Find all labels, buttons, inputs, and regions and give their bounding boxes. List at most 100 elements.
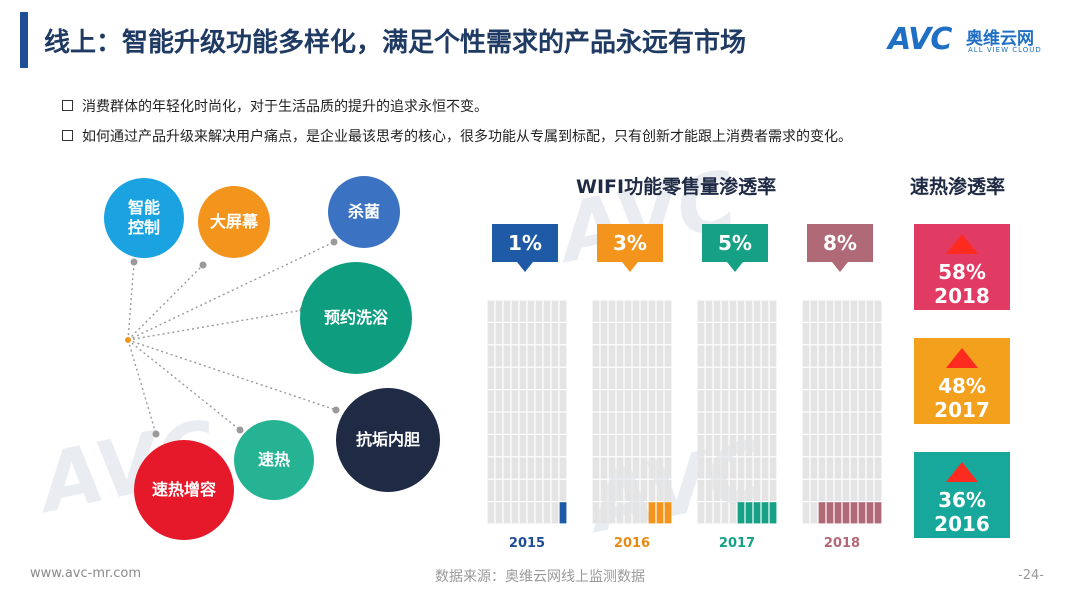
waffle-cell-empty [810,435,818,457]
waffle-cell-empty [664,345,672,367]
waffle-cell-empty [721,345,729,367]
waffle-cell-empty [543,435,551,457]
waffle-cell-empty [769,300,777,322]
waffle-cell-empty [632,412,640,434]
waffle-cell-empty [866,367,874,389]
waffle-cell-empty [713,502,721,524]
waffle-cell-empty [632,435,640,457]
waffle-cell-empty [802,435,810,457]
up-triangle-icon [946,462,978,482]
waffle-cell-empty [737,367,745,389]
waffle-cell-empty [608,300,616,322]
waffle-cell-empty [632,345,640,367]
waffle-cell-empty [503,345,511,367]
waffle-cell-empty [624,479,632,501]
waffle-cell-empty [632,367,640,389]
waffle-cell-empty [826,435,834,457]
waffle-cell-empty [608,457,616,479]
waffle-cell-empty [543,479,551,501]
waffle-cell-empty [551,435,559,457]
waffle-cell-empty [810,502,818,524]
waffle-cell-empty [761,435,769,457]
waffle-cell-empty [503,300,511,322]
waffle-cell-empty [697,457,705,479]
waffle-cell-empty [592,457,600,479]
waffle-cell-empty [850,457,858,479]
waffle-cell-empty [559,412,567,434]
waffle-cell-filled [648,502,656,524]
waffle-cell-empty [519,457,527,479]
waffle-cell-empty [519,345,527,367]
waffle-cell-empty [713,323,721,345]
fast-heat-chart-title: 速热渗透率 [910,176,1006,198]
feature-circle-fast-heat: 速热 [234,420,314,500]
waffle-cell-empty [721,502,729,524]
year-label-2018: 2018 [823,536,861,551]
waffle-cell-empty [866,300,874,322]
waffle-cell-empty [664,323,672,345]
waffle-cell-empty [487,435,495,457]
waffle-cell-empty [850,435,858,457]
waffle-cell-empty [834,457,842,479]
waffle-cell-empty [559,479,567,501]
waffle-cell-empty [745,323,753,345]
waffle-cell-empty [519,300,527,322]
waffle-cell-empty [874,300,882,322]
waffle-cell-empty [866,435,874,457]
waffle-cell-empty [697,300,705,322]
waffle-cell-filled [818,502,826,524]
waffle-cell-filled [745,502,753,524]
waffle-cell-empty [487,345,495,367]
waffle-cell-empty [697,435,705,457]
waffle-cell-empty [761,412,769,434]
waffle-cell-empty [503,323,511,345]
waffle-cell-empty [664,457,672,479]
waffle-cell-empty [600,300,608,322]
waffle-cell-empty [640,323,648,345]
waffle-cell-empty [874,367,882,389]
waffle-cell-empty [866,479,874,501]
feature-circle-big-screen: 大屏幕 [198,186,270,258]
waffle-cell-empty [600,345,608,367]
waffle-cell-empty [608,367,616,389]
waffle-cell-empty [850,412,858,434]
wifi-grid-2016 [592,300,672,524]
wifi-chart-title: WIFI功能零售量渗透率 [576,176,777,198]
waffle-cell-empty [705,435,713,457]
waffle-cell-empty [632,300,640,322]
waffle-cell-empty [769,457,777,479]
waffle-cell-empty [648,435,656,457]
waffle-cell-empty [874,457,882,479]
up-triangle-icon [946,348,978,368]
waffle-cell-empty [503,457,511,479]
waffle-cell-empty [495,323,503,345]
waffle-cell-empty [858,323,866,345]
waffle-cell-empty [640,390,648,412]
waffle-cell-empty [850,323,858,345]
waffle-cell-empty [551,412,559,434]
waffle-cell-empty [721,412,729,434]
waffle-cell-empty [519,435,527,457]
waffle-cell-empty [511,457,519,479]
waffle-cell-empty [527,412,535,434]
waffle-cell-empty [858,345,866,367]
waffle-cell-empty [713,300,721,322]
waffle-cell-empty [769,412,777,434]
waffle-cell-empty [592,345,600,367]
waffle-cell-empty [664,390,672,412]
waffle-cell-empty [729,390,737,412]
waffle-cell-empty [729,345,737,367]
waffle-cell-empty [753,323,761,345]
waffle-cell-empty [624,435,632,457]
waffle-cell-empty [729,323,737,345]
waffle-cell-empty [745,457,753,479]
waffle-cell-empty [858,412,866,434]
waffle-cell-empty [511,502,519,524]
wifi-callout-2018: 8% [807,224,873,272]
waffle-cell-filled [737,502,745,524]
waffle-cell-empty [535,345,543,367]
waffle-cell-empty [527,457,535,479]
square-bullet-icon [62,100,73,111]
waffle-cell-empty [551,479,559,501]
waffle-cell-empty [503,502,511,524]
